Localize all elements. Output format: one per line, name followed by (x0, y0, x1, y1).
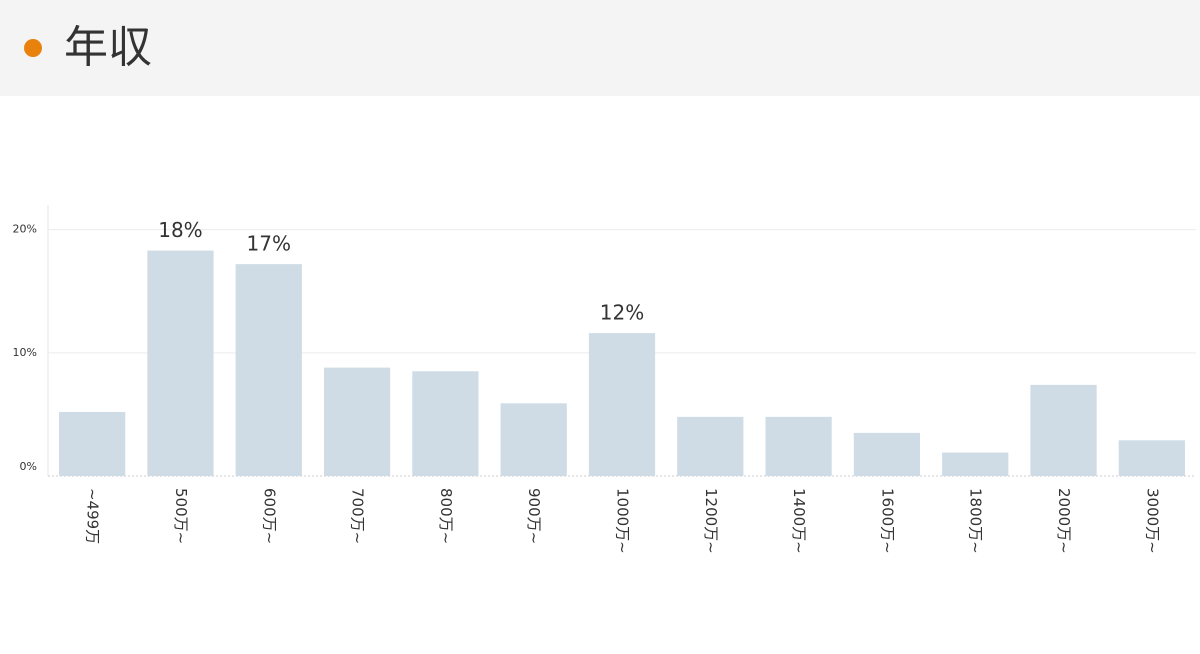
bar (853, 432, 921, 476)
bar (765, 416, 832, 476)
bar (1118, 440, 1185, 476)
bar (500, 403, 567, 476)
header-band (0, 0, 1200, 96)
bar (59, 411, 126, 476)
bar (412, 371, 479, 476)
x-tick-label: 900万~ (525, 488, 543, 544)
title-dot (24, 39, 42, 57)
x-tick-label: 1200万~ (702, 488, 720, 554)
bar (323, 367, 391, 476)
y-tick-label: 10% (13, 346, 37, 359)
x-tick-label: ~499万 (84, 488, 102, 544)
bar (942, 452, 1009, 476)
x-tick-label: 1400万~ (790, 488, 808, 554)
x-tick-label: 3000万~ (1143, 488, 1161, 554)
value-label: 18% (158, 218, 202, 242)
bar (588, 333, 656, 476)
bar (235, 264, 302, 476)
value-label: 17% (247, 232, 291, 256)
y-tick-label: 20% (13, 223, 37, 236)
y-tick-label: 0% (20, 460, 37, 473)
x-tick-label: 2000万~ (1055, 488, 1073, 554)
x-tick-label: 1800万~ (967, 488, 985, 554)
x-tick-label: 800万~ (437, 488, 455, 544)
bar (147, 250, 214, 476)
bar (1030, 384, 1097, 476)
x-tick-label: 600万~ (260, 488, 278, 544)
x-tick-label: 1000万~ (614, 488, 632, 554)
chart-title: 年収 (64, 22, 152, 73)
value-label: 12% (600, 301, 644, 325)
x-tick-label: 500万~ (172, 488, 190, 544)
x-tick-label: 1600万~ (878, 488, 896, 554)
x-tick-label: 700万~ (349, 488, 367, 544)
bar (677, 416, 744, 476)
